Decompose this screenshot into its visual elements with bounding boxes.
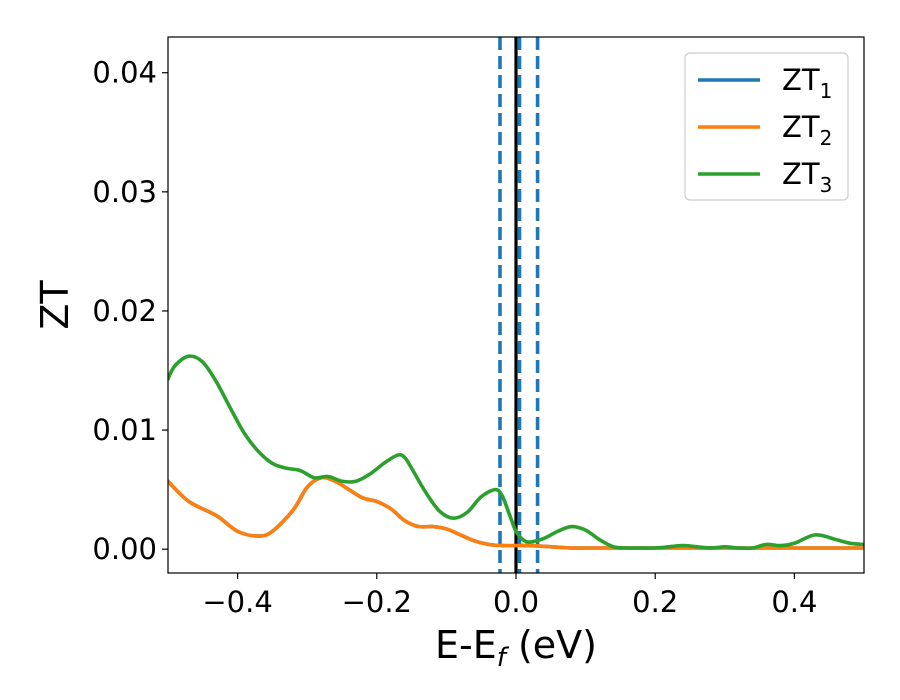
x-axis-label-main: E-E xyxy=(435,623,497,667)
series-layer xyxy=(168,354,864,551)
y-tick-label: 0.01 xyxy=(92,413,157,447)
y-tick-label: 0.00 xyxy=(92,532,157,566)
x-tick-label: 0.0 xyxy=(493,585,539,619)
plot-content xyxy=(168,37,864,573)
x-tick-label: 0.4 xyxy=(771,585,817,619)
y-axis-label: ZT xyxy=(33,280,77,330)
legend-label-3: ZT3 xyxy=(782,157,832,197)
legend-box xyxy=(684,52,849,201)
vertical-reference-lines xyxy=(498,37,540,573)
legend: ZT1 ZT2 ZT3 xyxy=(684,52,849,201)
x-axis-label: E-Ef (eV) xyxy=(435,623,597,673)
x-tick-label: 0.2 xyxy=(632,585,678,619)
x-tick-label: −0.2 xyxy=(342,585,412,619)
legend-label-1: ZT1 xyxy=(782,63,832,103)
y-tick-label: 0.02 xyxy=(92,294,157,328)
y-tick-label: 0.03 xyxy=(92,175,157,209)
y-axis-ticks: 0.00 0.01 0.02 0.03 0.04 xyxy=(92,56,168,566)
x-tick-label: −0.4 xyxy=(202,585,272,619)
series-line-3 xyxy=(168,354,864,551)
y-tick-label: 0.04 xyxy=(92,56,157,90)
legend-label-2: ZT2 xyxy=(782,110,832,150)
x-axis-ticks: −0.4 −0.2 0.0 0.2 0.4 xyxy=(202,573,817,619)
x-axis-label-suffix: (eV) xyxy=(506,623,597,667)
